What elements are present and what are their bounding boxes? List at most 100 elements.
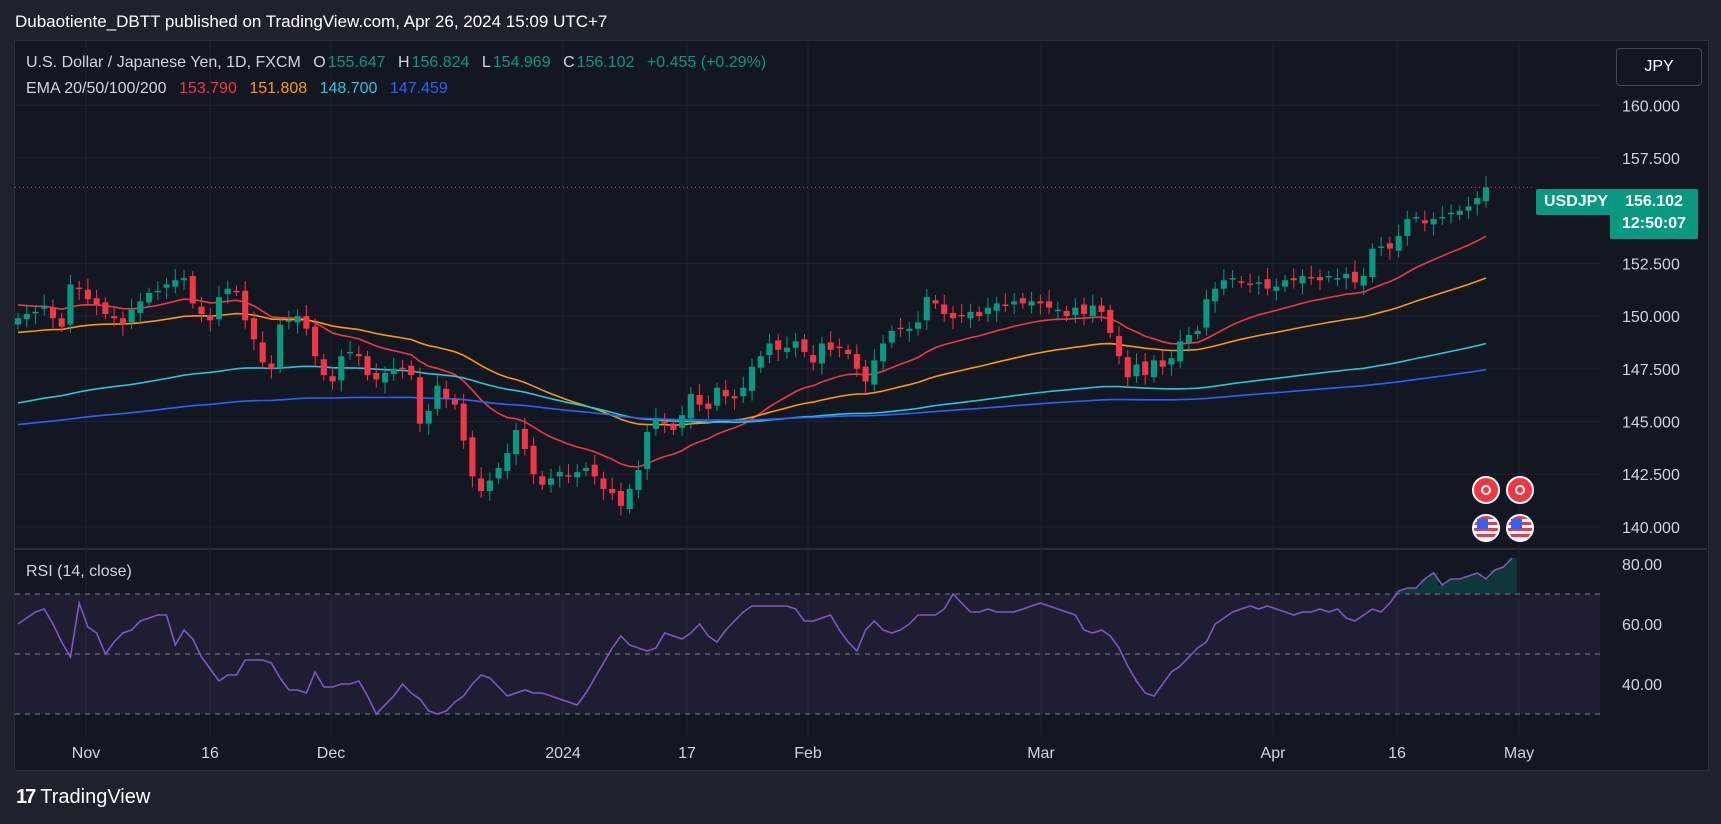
candle-body bbox=[521, 428, 528, 449]
rsi-tick-label: 40.00 bbox=[1622, 677, 1662, 694]
candle-body bbox=[775, 340, 782, 350]
candle-body bbox=[958, 315, 965, 317]
candle-body bbox=[242, 290, 249, 321]
candle-body bbox=[722, 389, 729, 397]
candle-body bbox=[198, 306, 205, 314]
candle-body bbox=[443, 388, 450, 399]
candle-body bbox=[1168, 358, 1175, 365]
ema-label: EMA 20/50/100/200 bbox=[26, 80, 167, 97]
currency-button[interactable]: JPY bbox=[1616, 48, 1702, 86]
japan-flag-event-icon[interactable] bbox=[1506, 476, 1534, 504]
candle-body bbox=[338, 356, 345, 381]
candle-body bbox=[731, 396, 738, 399]
ema50-value: 151.808 bbox=[249, 80, 308, 97]
open-value: 155.647 bbox=[327, 54, 386, 71]
candle-body bbox=[1220, 280, 1227, 289]
candle-body bbox=[425, 410, 432, 424]
candle-body bbox=[696, 395, 703, 405]
candle-body bbox=[1142, 361, 1149, 376]
us-flag-event-icon[interactable] bbox=[1506, 514, 1534, 542]
candle-body bbox=[84, 289, 91, 300]
candle-body bbox=[1447, 212, 1455, 215]
chart-frame[interactable] bbox=[14, 40, 1709, 771]
candle-body bbox=[233, 290, 240, 293]
candle-body bbox=[58, 318, 65, 327]
candle-body bbox=[67, 284, 74, 325]
candle-body bbox=[818, 343, 825, 364]
rsi-overbought-fill bbox=[1394, 558, 1517, 594]
japan-flag-event-icon[interactable] bbox=[1472, 476, 1500, 504]
candle-body bbox=[976, 311, 983, 317]
candle-body bbox=[1194, 330, 1201, 335]
ema50-line bbox=[17, 277, 1487, 426]
candle-body bbox=[574, 472, 581, 478]
candle-body bbox=[661, 421, 668, 424]
candle-body bbox=[1185, 335, 1192, 343]
candle-body bbox=[1072, 307, 1079, 316]
candle-body bbox=[1089, 305, 1096, 317]
candle-body bbox=[1404, 219, 1411, 236]
candle-body bbox=[451, 399, 458, 405]
price-tick-label: 147.500 bbox=[1622, 362, 1680, 379]
candle-body bbox=[1316, 277, 1324, 281]
candle-body bbox=[740, 387, 747, 397]
candle-body bbox=[757, 356, 764, 368]
time-tick-label: 17 bbox=[678, 745, 696, 762]
time-tick-label: Nov bbox=[72, 745, 100, 762]
candle-body bbox=[49, 307, 57, 319]
candle-body bbox=[888, 330, 895, 343]
candle-body bbox=[277, 324, 284, 368]
candle-body bbox=[1308, 277, 1315, 279]
candle-body bbox=[76, 287, 83, 290]
candle-body bbox=[1011, 301, 1018, 305]
candle-body bbox=[373, 373, 380, 380]
candle-body bbox=[172, 280, 179, 287]
candle-body bbox=[1273, 286, 1280, 291]
candle-body bbox=[941, 304, 948, 314]
open-label: O bbox=[313, 54, 326, 71]
candle-body bbox=[1360, 276, 1367, 286]
candle-body bbox=[41, 305, 48, 309]
candle-body bbox=[1465, 206, 1472, 211]
candle-body bbox=[1281, 280, 1289, 287]
candle-body bbox=[329, 376, 336, 382]
candle-body bbox=[32, 311, 39, 314]
close-value: 156.102 bbox=[576, 54, 635, 71]
candle-body bbox=[871, 360, 878, 385]
candle-body bbox=[783, 347, 791, 352]
us-flag-event-icon[interactable] bbox=[1472, 514, 1500, 542]
symbol-title: U.S. Dollar / Japanese Yen, 1D, FXCM bbox=[26, 54, 301, 71]
candle-body bbox=[1203, 299, 1210, 328]
candle-body bbox=[827, 342, 834, 350]
candle-body bbox=[652, 419, 659, 429]
candle-body bbox=[312, 326, 319, 357]
candle-body bbox=[1482, 187, 1490, 202]
tradingview-footer[interactable]: 17 TradingView bbox=[16, 786, 150, 809]
candle-body bbox=[845, 349, 852, 355]
candle-body bbox=[609, 488, 616, 494]
candle-body bbox=[1063, 310, 1070, 317]
candle-body bbox=[460, 403, 467, 441]
candle-body bbox=[565, 475, 572, 477]
candle-body bbox=[93, 298, 100, 306]
candle-body bbox=[1290, 278, 1297, 281]
candle-body bbox=[993, 303, 1000, 311]
rsi-tick-label: 80.00 bbox=[1622, 557, 1662, 574]
candle-body bbox=[294, 316, 301, 323]
candle-body bbox=[1255, 282, 1262, 284]
candle-body bbox=[189, 276, 196, 304]
candle-body bbox=[207, 315, 214, 321]
candle-body bbox=[23, 313, 30, 320]
candle-body bbox=[713, 387, 721, 406]
candle-body bbox=[600, 478, 607, 489]
high-value: 156.824 bbox=[411, 54, 470, 71]
candle-body bbox=[1456, 210, 1463, 215]
time-tick-label: Dec bbox=[317, 745, 345, 762]
candle-body bbox=[1386, 243, 1393, 249]
price-tick-label: 140.000 bbox=[1622, 520, 1680, 537]
candle-body bbox=[880, 343, 887, 362]
candle-body bbox=[810, 355, 817, 363]
candle-body bbox=[119, 318, 126, 325]
candle-body bbox=[949, 312, 957, 319]
